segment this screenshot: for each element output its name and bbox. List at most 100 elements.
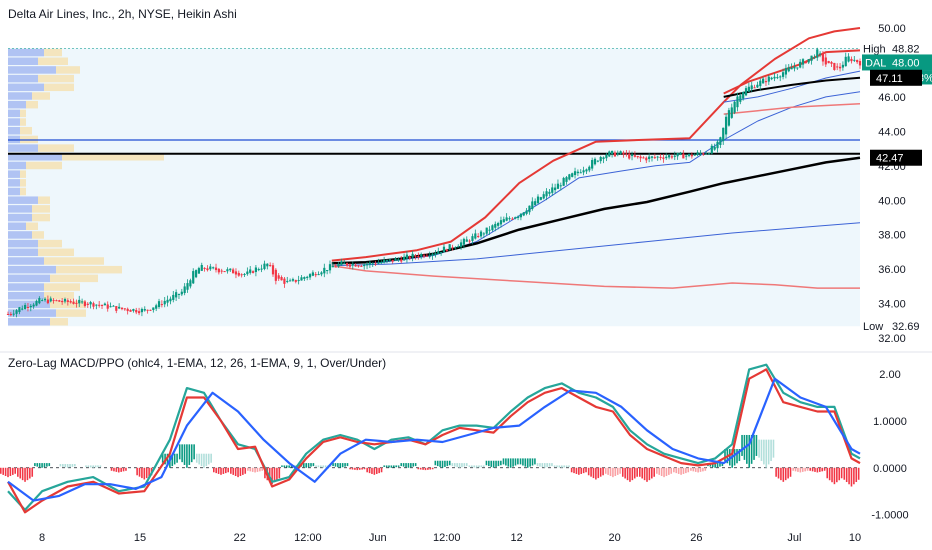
overlay-line (723, 49, 861, 95)
histogram-bar (143, 467, 146, 480)
histogram-bar (378, 467, 380, 474)
candle-body (799, 61, 802, 68)
candle-body (35, 300, 38, 306)
level-price-tag (870, 69, 922, 86)
histogram-bar (402, 463, 405, 467)
macd-pane[interactable]: 2.00 1.0000 0.0000 -1.0000 (0, 363, 909, 522)
volume-profile-down-bar (38, 196, 50, 204)
volume-profile-down-bar (20, 109, 26, 118)
candle-body (140, 308, 144, 313)
candle-body (494, 223, 497, 228)
volume-profile-up-bar (8, 100, 26, 109)
histogram-bar (621, 467, 624, 477)
candle-body (858, 61, 862, 66)
histogram-bar (831, 467, 833, 483)
histogram-bar (85, 465, 87, 467)
candle-body (46, 299, 49, 304)
candle-body (152, 307, 155, 310)
histogram-bar (814, 467, 816, 472)
histogram-bar (200, 453, 203, 467)
histogram-bar (534, 458, 536, 465)
histogram-bar (349, 467, 351, 470)
candle-body (682, 153, 685, 159)
histogram-bar (463, 463, 466, 467)
candle-body (49, 298, 52, 302)
candle-body (747, 86, 750, 92)
histogram-bar (64, 464, 67, 468)
candle-body (166, 299, 169, 303)
histogram-bar (397, 465, 400, 467)
histogram-bar (801, 467, 804, 472)
candle-body (374, 263, 377, 265)
histogram-bar (656, 467, 658, 474)
histogram-bar (239, 467, 242, 477)
histogram-bar (220, 467, 222, 475)
candle-body (203, 267, 206, 269)
histogram-bar (115, 467, 118, 472)
histogram-bar (816, 467, 819, 473)
candle-body (707, 153, 711, 155)
histogram-bar (750, 434, 753, 464)
histogram-bar (171, 453, 174, 467)
candle-body (653, 157, 656, 159)
histogram-bar (354, 467, 356, 470)
histogram-bar (136, 467, 138, 476)
histogram-bar (836, 467, 838, 483)
histogram-bar (285, 465, 288, 468)
histogram-bar (273, 467, 276, 483)
candle-body (571, 173, 574, 177)
histogram-bar (733, 449, 736, 466)
candle-body (343, 262, 346, 264)
candle-body (733, 101, 736, 113)
histogram-bar (471, 465, 473, 468)
candle-body (667, 155, 671, 158)
histogram-bar (237, 467, 239, 478)
candle-body (226, 269, 229, 272)
candle-body (588, 166, 591, 171)
candle-body (539, 197, 542, 200)
candle-body (257, 269, 260, 271)
histogram-bar (780, 467, 782, 481)
histogram-bar (36, 463, 39, 467)
macd-line (7, 377, 861, 502)
histogram-bar (434, 460, 437, 466)
candle-body (602, 157, 605, 160)
histogram-bar (259, 467, 261, 472)
histogram-bar (69, 464, 71, 468)
candle-body (260, 268, 263, 270)
histogram-bar (14, 467, 16, 474)
candle-body (650, 156, 654, 158)
histogram-bar (213, 467, 215, 473)
candle-body (286, 280, 289, 282)
histogram-bar (651, 467, 653, 479)
histogram-bar (46, 463, 48, 467)
histogram-bar (9, 467, 12, 477)
histogram-bar (4, 467, 7, 477)
histogram-bar (794, 467, 797, 472)
histogram-bar (41, 463, 43, 468)
histogram-bar (848, 467, 850, 485)
time-axis-tick-label: 12 (511, 532, 523, 544)
histogram-bar (524, 458, 527, 467)
histogram-bar (694, 467, 697, 472)
histogram-bar (176, 453, 178, 463)
candle-body (157, 301, 161, 308)
candle-body (819, 53, 822, 55)
volume-profile-up-bar (8, 153, 62, 161)
histogram-bar (641, 467, 643, 479)
candle-body (662, 157, 665, 159)
volume-profile-down-bar (50, 274, 98, 283)
candle-body (214, 267, 218, 271)
histogram-bar (181, 444, 183, 463)
price-pane[interactable]: 50.0048.0046.0044.0042.0040.0038.0036.00… (6, 23, 932, 345)
histogram-bar (799, 467, 802, 473)
overlay-line (331, 265, 860, 289)
candle-body (200, 264, 203, 271)
histogram-bar (254, 467, 256, 473)
histogram-bar (539, 463, 541, 467)
volume-profile-up-bar (8, 179, 20, 187)
histogram-bar (188, 444, 191, 465)
histogram-bar (488, 460, 490, 467)
candle-body (135, 309, 138, 313)
